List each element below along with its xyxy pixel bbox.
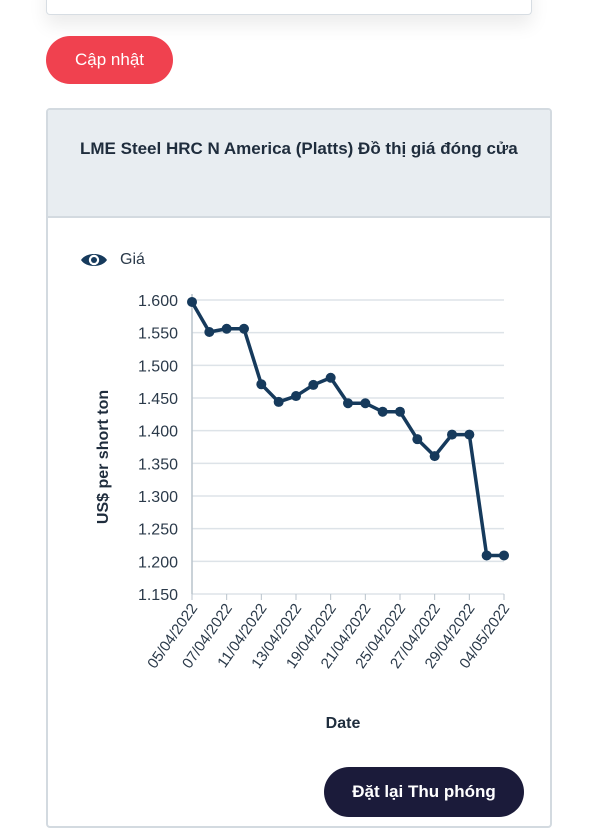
chart-card: LME Steel HRC N America (Platts) Đồ thị … [46,108,552,828]
data-point [377,406,388,417]
y-axis-title: US$ per short ton [95,390,112,524]
data-point [429,451,440,462]
data-point [464,429,475,440]
series-line-gia [190,301,504,558]
data-point [239,323,249,334]
legend-item-gia[interactable]: Giá [80,250,145,270]
reset-zoom-button[interactable]: Đặt lại Thu phóng [324,767,524,817]
eye-icon [81,254,107,266]
chart-title: LME Steel HRC N America (Platts) Đồ thị … [80,139,518,158]
data-point [343,398,353,409]
data-point [308,379,319,390]
data-point [204,327,215,338]
y-tick-label: 1.300 [138,489,178,506]
data-point [499,550,509,561]
legend-label: Giá [120,251,145,268]
previous-card [46,0,532,15]
data-point [273,396,284,407]
data-point [395,406,405,417]
y-tick-label: 1.550 [138,326,178,343]
x-axis-title: Date [326,715,361,730]
data-point [412,434,423,445]
y-tick-label: 1.150 [138,587,178,604]
data-point [221,323,232,334]
chart-header: LME Steel HRC N America (Platts) Đồ thị … [48,110,550,218]
update-button[interactable]: Cập nhật [46,36,173,84]
y-tick-label: 1.250 [138,522,178,539]
data-point [360,398,371,409]
y-tick-label: 1.200 [138,554,178,571]
y-tick-label: 1.350 [138,456,178,473]
y-tick-label: 1.600 [138,293,178,310]
data-point [256,379,267,390]
data-point [481,550,492,561]
line-chart[interactable]: 1.600 1.550 1.500 1.450 1.400 1.350 1.300 1.250… [48,110,552,730]
data-point [291,391,301,402]
data-point [187,296,197,307]
data-point [325,372,336,383]
y-tick-label: 1.500 [138,358,178,375]
y-tick-label: 1.450 [138,391,178,408]
data-point [447,429,457,440]
y-tick-label: 1.400 [138,424,178,441]
